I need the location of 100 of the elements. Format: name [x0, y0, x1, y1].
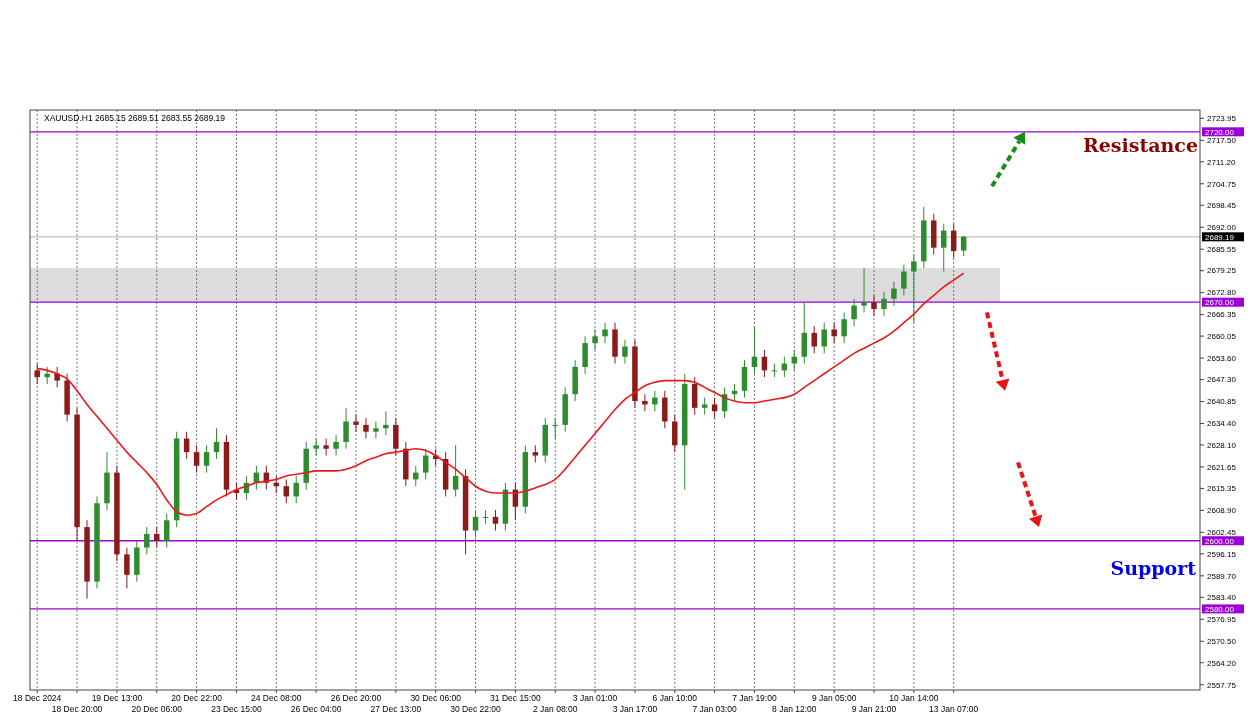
x-tick-label: 13 Jan 07:00	[929, 704, 979, 714]
y-tick-label: 2608.90	[1207, 506, 1237, 516]
x-tick-label: 9 Jan 05:00	[811, 693, 857, 703]
x-tick-label: 9 Jan 21:00	[851, 704, 897, 714]
ref-line-label: 2580.00	[1205, 604, 1235, 614]
candlestick	[622, 339, 628, 365]
y-tick-label: 2557.75	[1207, 680, 1237, 690]
x-tick-label: 18 Dec 20:00	[51, 704, 103, 714]
candlestick	[941, 223, 947, 273]
candlestick	[691, 376, 698, 416]
y-tick-label: 2698.45	[1207, 201, 1237, 211]
candlestick	[472, 509, 479, 538]
y-tick-label: 2647.30	[1207, 375, 1237, 385]
candlestick	[492, 509, 499, 532]
x-tick-label: 27 Dec 13:00	[370, 704, 422, 714]
x-tick-label: 2 Jan 08:00	[533, 704, 578, 714]
x-tick-label: 6 Jan 10:00	[652, 693, 698, 703]
y-tick-label: 2564.20	[1207, 658, 1237, 668]
candlestick	[154, 526, 160, 549]
annotation: Support	[1110, 556, 1197, 579]
candlestick	[891, 281, 897, 307]
x-tick-label: 10 Jan 14:00	[889, 693, 939, 703]
x-tick-label: 8 Jan 12:00	[772, 704, 817, 714]
x-tick-label: 18 Dec 2024	[13, 693, 62, 703]
candlestick	[363, 417, 369, 440]
y-tick-label: 2704.75	[1207, 179, 1237, 189]
candlestick	[871, 294, 877, 317]
y-tick-label: 2672.80	[1207, 288, 1237, 298]
candlestick	[54, 366, 60, 388]
candlestick	[711, 397, 718, 419]
x-tick-label: 30 Dec 06:00	[410, 693, 462, 703]
y-tick-label: 2596.15	[1207, 549, 1237, 559]
candlestick	[851, 298, 857, 327]
candlestick	[582, 335, 588, 375]
candlestick	[383, 410, 389, 436]
candlestick	[373, 420, 379, 440]
y-tick-label: 2583.40	[1207, 593, 1237, 603]
x-tick-label: 30 Dec 22:00	[450, 704, 502, 714]
candlestick	[482, 509, 489, 525]
candlestick	[960, 235, 967, 257]
candlestick	[343, 407, 349, 450]
x-tick-label: 3 Jan 01:00	[572, 693, 618, 703]
candlestick	[124, 547, 130, 589]
y-tick-label: 2634.40	[1207, 419, 1237, 429]
candlestick	[552, 417, 558, 440]
y-tick-label: 2628.10	[1207, 440, 1237, 450]
y-tick-label: 2570.50	[1207, 637, 1237, 647]
candlestick	[34, 363, 40, 385]
candlestick	[203, 444, 210, 474]
candlestick	[602, 322, 608, 344]
y-tick-label: 2640.85	[1207, 397, 1237, 407]
x-tick-label: 31 Dec 15:00	[490, 693, 541, 703]
candlestick	[821, 322, 827, 354]
y-tick-label: 2589.70	[1207, 571, 1237, 581]
candlestick	[662, 390, 668, 429]
y-tick-label: 2615.35	[1207, 484, 1237, 494]
y-tick-label: 2602.45	[1207, 528, 1237, 538]
x-tick-label: 20 Dec 22:00	[171, 693, 223, 703]
candlestick	[193, 444, 200, 474]
y-tick-label: 2621.65	[1207, 462, 1237, 472]
candlestick	[413, 465, 419, 487]
x-tick-label: 3 Jan 17:00	[612, 704, 658, 714]
annotation: Resistance	[1082, 134, 1198, 157]
candlestick	[144, 526, 150, 555]
candlestick	[163, 512, 170, 549]
ref-line-label: 2600.00	[1205, 536, 1235, 546]
x-tick-label: 26 Dec 04:00	[290, 704, 342, 714]
candlestick	[901, 264, 907, 296]
candlestick	[353, 414, 359, 433]
candlestick	[333, 434, 339, 457]
ref-line-label: 2670.00	[1205, 298, 1235, 307]
annotation: XAUUSD.H1 2685.15 2689.51 2683.55 2689.19	[44, 113, 226, 123]
y-tick-label: 2717.50	[1207, 136, 1237, 146]
candlestick	[452, 444, 459, 497]
y-tick-label: 2711.20	[1207, 157, 1236, 167]
candlestick	[841, 311, 847, 344]
y-tick-label: 2685.55	[1207, 245, 1237, 255]
candlestick	[861, 267, 867, 313]
ref-line-label: 2720.00	[1205, 127, 1235, 137]
x-tick-label: 24 Dec 08:00	[251, 693, 302, 703]
candlestick	[422, 448, 429, 480]
candlestick	[313, 438, 319, 457]
y-tick-label: 2666.35	[1207, 310, 1237, 320]
x-tick-label: 7 Jan 19:00	[732, 693, 777, 703]
candlestick	[642, 393, 648, 412]
x-tick-label: 7 Jan 03:00	[692, 704, 738, 714]
line-series	[36, 272, 965, 516]
x-tick-label: 19 Dec 13:00	[91, 693, 143, 703]
candlestick	[831, 322, 837, 344]
candlestick	[741, 359, 748, 399]
candlestick	[911, 253, 917, 324]
candlestick	[293, 475, 299, 504]
candlestick	[672, 414, 678, 453]
x-tick-label: 23 Dec 15:00	[211, 704, 262, 714]
y-tick-label: 2723.95	[1207, 114, 1237, 124]
x-tick-label: 26 Dec 20:00	[330, 693, 382, 703]
candlestick	[801, 301, 808, 365]
y-tick-label: 2679.25	[1207, 266, 1237, 276]
candlestick	[393, 417, 399, 457]
y-tick-label: 2660.05	[1207, 331, 1237, 341]
